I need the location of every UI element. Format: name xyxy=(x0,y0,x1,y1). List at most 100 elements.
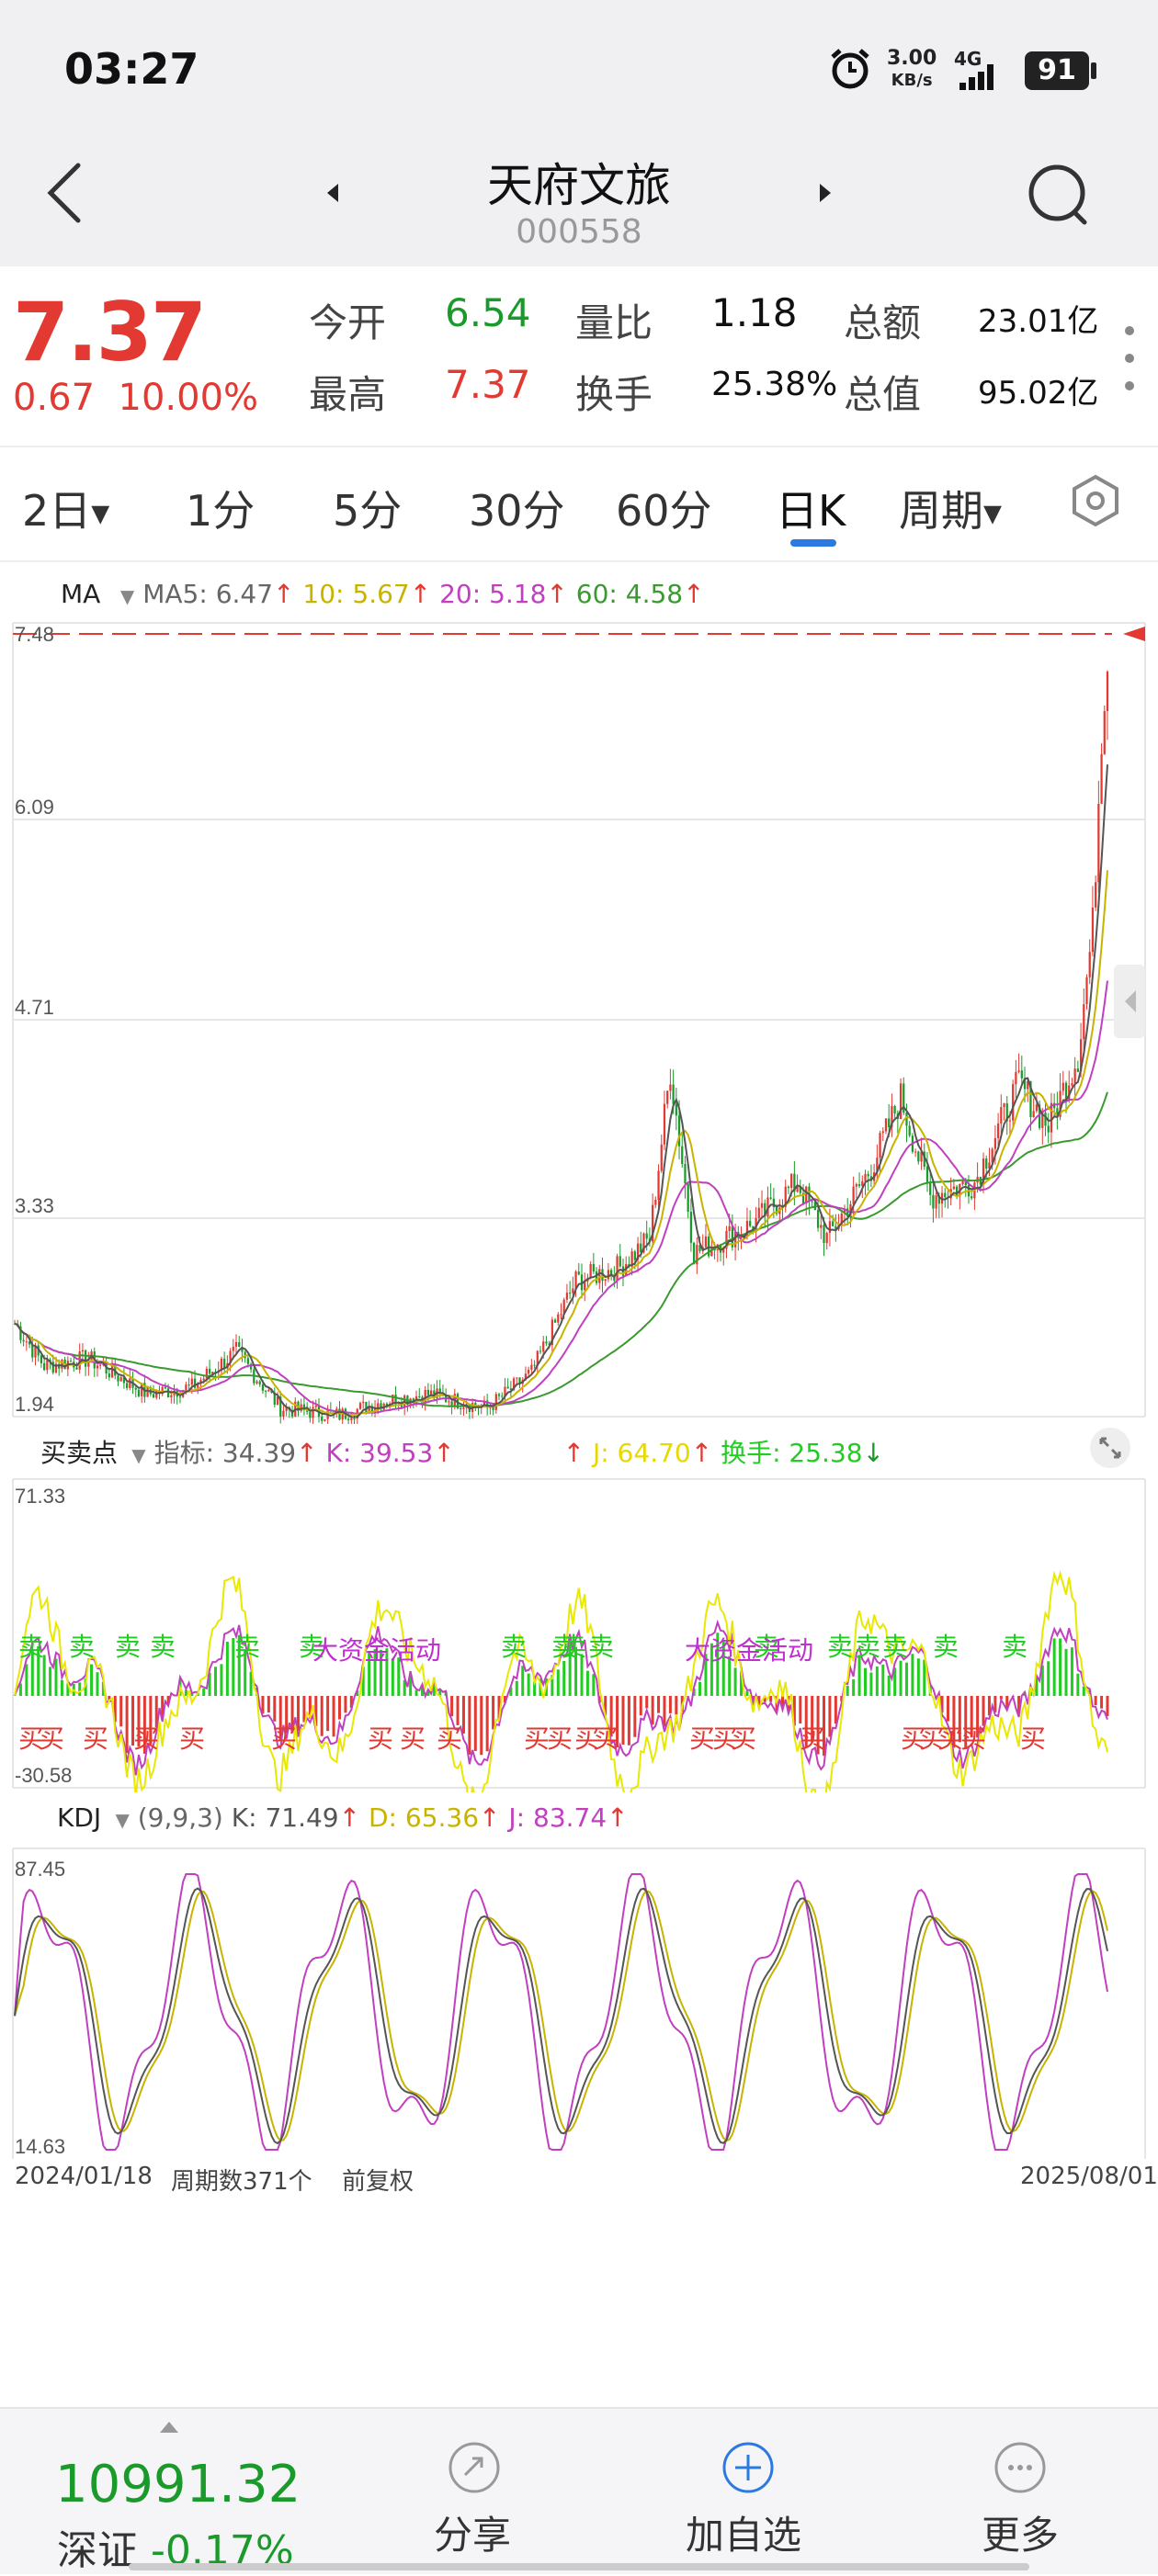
buy-signal: 买 xyxy=(524,1723,550,1754)
candle-body xyxy=(1017,1070,1019,1072)
indicator-bar xyxy=(663,1696,665,1727)
candle-body xyxy=(823,1225,824,1243)
prev-stock-icon[interactable] xyxy=(324,182,342,204)
kdj-d: D: 65.36 xyxy=(369,1802,479,1833)
candle-body xyxy=(1015,1072,1016,1084)
buy-signal: 买 xyxy=(1020,1723,1046,1754)
change-value: 0.67 xyxy=(13,377,95,419)
candle-body xyxy=(43,1363,45,1370)
settings-hex-icon[interactable] xyxy=(1068,473,1123,528)
candle-body xyxy=(501,1395,503,1396)
share-icon[interactable] xyxy=(447,2440,502,2495)
indicator-bar xyxy=(900,1661,903,1696)
indicator-bar xyxy=(321,1696,324,1736)
more-button[interactable]: 更多 xyxy=(982,2504,1059,2560)
kdj-label[interactable]: KDJ xyxy=(57,1802,101,1833)
candle-body xyxy=(574,1271,576,1288)
candle-body xyxy=(427,1390,429,1395)
kdj-dropdown-icon[interactable]: ▼ xyxy=(109,1809,130,1831)
candle-body xyxy=(338,1408,340,1419)
kdj-chart[interactable]: 87.45 14.63 xyxy=(0,1847,1158,2159)
back-icon[interactable] xyxy=(37,156,92,230)
sell-signal: 卖 xyxy=(18,1632,44,1662)
candle-body xyxy=(917,1152,919,1162)
candle-body xyxy=(932,1195,934,1209)
candle-body xyxy=(61,1360,62,1369)
indicator-bar xyxy=(1083,1687,1085,1696)
kline-chart[interactable]: 7.48 6.09 4.71 3.33 1.94 xyxy=(0,616,1158,1424)
tab-daily-k[interactable]: 日K xyxy=(776,478,846,538)
indicator-bar xyxy=(1065,1649,1068,1696)
candle-body xyxy=(267,1390,269,1392)
candle-body xyxy=(566,1293,568,1300)
adjust-mode[interactable]: 前复权 xyxy=(342,2163,414,2197)
ma-dropdown-icon[interactable]: ▼ xyxy=(108,585,134,607)
candle-body xyxy=(1009,1121,1011,1122)
share-button[interactable]: 分享 xyxy=(434,2504,511,2560)
more-vertical-icon[interactable] xyxy=(1116,323,1143,393)
candle-body xyxy=(347,1418,349,1419)
more-icon[interactable] xyxy=(993,2440,1048,2495)
candle-body xyxy=(1095,882,1096,907)
indicator-bar xyxy=(1047,1661,1050,1696)
candle-body xyxy=(761,1203,763,1208)
tab-1min[interactable]: 1分 xyxy=(186,478,255,538)
search-icon[interactable] xyxy=(1022,158,1096,232)
next-stock-icon[interactable] xyxy=(816,182,834,204)
candle-body xyxy=(353,1418,355,1419)
candle-body xyxy=(82,1350,84,1351)
candle-body xyxy=(209,1369,210,1373)
indicator-bar xyxy=(876,1666,879,1696)
indicator-bar xyxy=(947,1696,949,1722)
indicator-bar xyxy=(326,1696,329,1731)
candle-body xyxy=(1107,672,1108,711)
candle-body xyxy=(430,1391,432,1395)
candle-body xyxy=(324,1419,325,1421)
sell-signal: 卖 xyxy=(588,1632,614,1662)
buy-signal: 买 xyxy=(437,1723,462,1754)
sell-signal: 卖 xyxy=(882,1632,908,1662)
candle-body xyxy=(853,1187,855,1204)
candle-body xyxy=(203,1379,205,1380)
buy-signal: 买 xyxy=(937,1723,963,1754)
tab-5min[interactable]: 5分 xyxy=(333,478,402,538)
indicator-bar xyxy=(905,1663,908,1696)
candle-body xyxy=(788,1187,789,1188)
indicator-bar xyxy=(450,1696,453,1716)
ma10-value: 10: 5.67 xyxy=(302,579,409,609)
tab-60min[interactable]: 60分 xyxy=(616,478,712,538)
tab-2day[interactable]: 2日▼ xyxy=(22,478,109,538)
buy-signal: 买 xyxy=(179,1723,205,1754)
y-tick-5: 1.94 xyxy=(15,1393,54,1416)
candle-body xyxy=(460,1408,461,1409)
tab-30min[interactable]: 30分 xyxy=(469,478,565,538)
y-tick-4: 3.33 xyxy=(15,1194,54,1217)
vol-ratio-value: 1.18 xyxy=(711,290,798,335)
candle-body xyxy=(99,1365,101,1366)
tab-period[interactable]: 周期▼ xyxy=(899,478,1002,538)
candle-body xyxy=(120,1377,122,1382)
index-value[interactable]: 10991.32 xyxy=(55,2455,301,2514)
indicator-label[interactable]: 买卖点 xyxy=(40,1438,118,1468)
candle-body xyxy=(1062,1083,1064,1091)
y-tick-2: 6.09 xyxy=(15,796,54,819)
candle-body xyxy=(1100,754,1102,804)
indicator-dropdown-icon[interactable]: ▼ xyxy=(126,1444,146,1466)
expand-icon[interactable] xyxy=(1088,1426,1132,1470)
kdj-params: (9,9,3) xyxy=(138,1802,223,1833)
buy-sell-chart[interactable]: 卖卖卖卖卖卖卖卖卖卖卖卖卖卖卖卖买买买买买买买买买买买买买买买买买买买买买买大资… xyxy=(0,1475,1158,1792)
add-watchlist-button[interactable]: 加自选 xyxy=(686,2504,801,2560)
candle-body xyxy=(235,1342,237,1347)
indicator-bar xyxy=(669,1696,672,1713)
sell-signal: 卖 xyxy=(234,1632,260,1662)
add-watchlist-icon[interactable] xyxy=(721,2440,776,2495)
high-label: 最高 xyxy=(309,364,386,420)
candle-body xyxy=(894,1106,896,1113)
ind-y-bottom: -30.58 xyxy=(15,1764,72,1787)
candle-body xyxy=(826,1233,828,1243)
turnover-label: 换手 xyxy=(575,364,653,420)
kdj-y-top: 87.45 xyxy=(15,1858,65,1881)
caret-up-icon[interactable] xyxy=(158,2420,180,2435)
indicator-bar xyxy=(480,1696,482,1755)
